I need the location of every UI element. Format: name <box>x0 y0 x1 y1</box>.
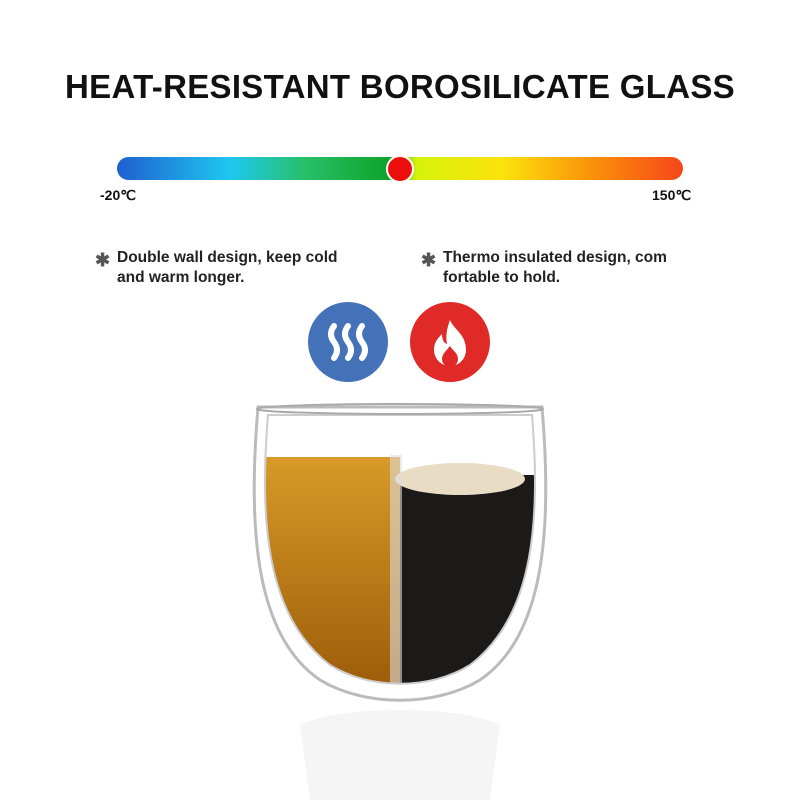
cold-waves-icon <box>308 302 388 382</box>
feature-text: Thermo insulated design, com <box>443 249 667 266</box>
temperature-marker <box>386 155 414 183</box>
max-temp-label: 150℃ <box>652 187 692 203</box>
min-temp-label: -20℃ <box>100 187 136 203</box>
iced-tea-liquid <box>264 457 400 684</box>
coffee-foam <box>395 463 525 495</box>
feature-double-wall: ✱ Double wall design, keep cold and warm… <box>95 248 338 288</box>
asterisk-icon: ✱ <box>95 250 111 270</box>
feature-text: Double wall design, keep cold <box>117 249 338 266</box>
feature-text: and warm longer. <box>117 269 245 286</box>
flame-icon <box>410 302 490 382</box>
page-title: HEAT-RESISTANT BOROSILICATE GLASS <box>65 68 735 105</box>
feature-thermo-insulated: ✱ Thermo insulated design, com fortable … <box>421 248 667 288</box>
double-wall-glass-photo <box>252 403 548 800</box>
glass-reflection <box>300 710 500 800</box>
feature-text: fortable to hold. <box>443 269 561 286</box>
asterisk-icon: ✱ <box>421 250 437 270</box>
